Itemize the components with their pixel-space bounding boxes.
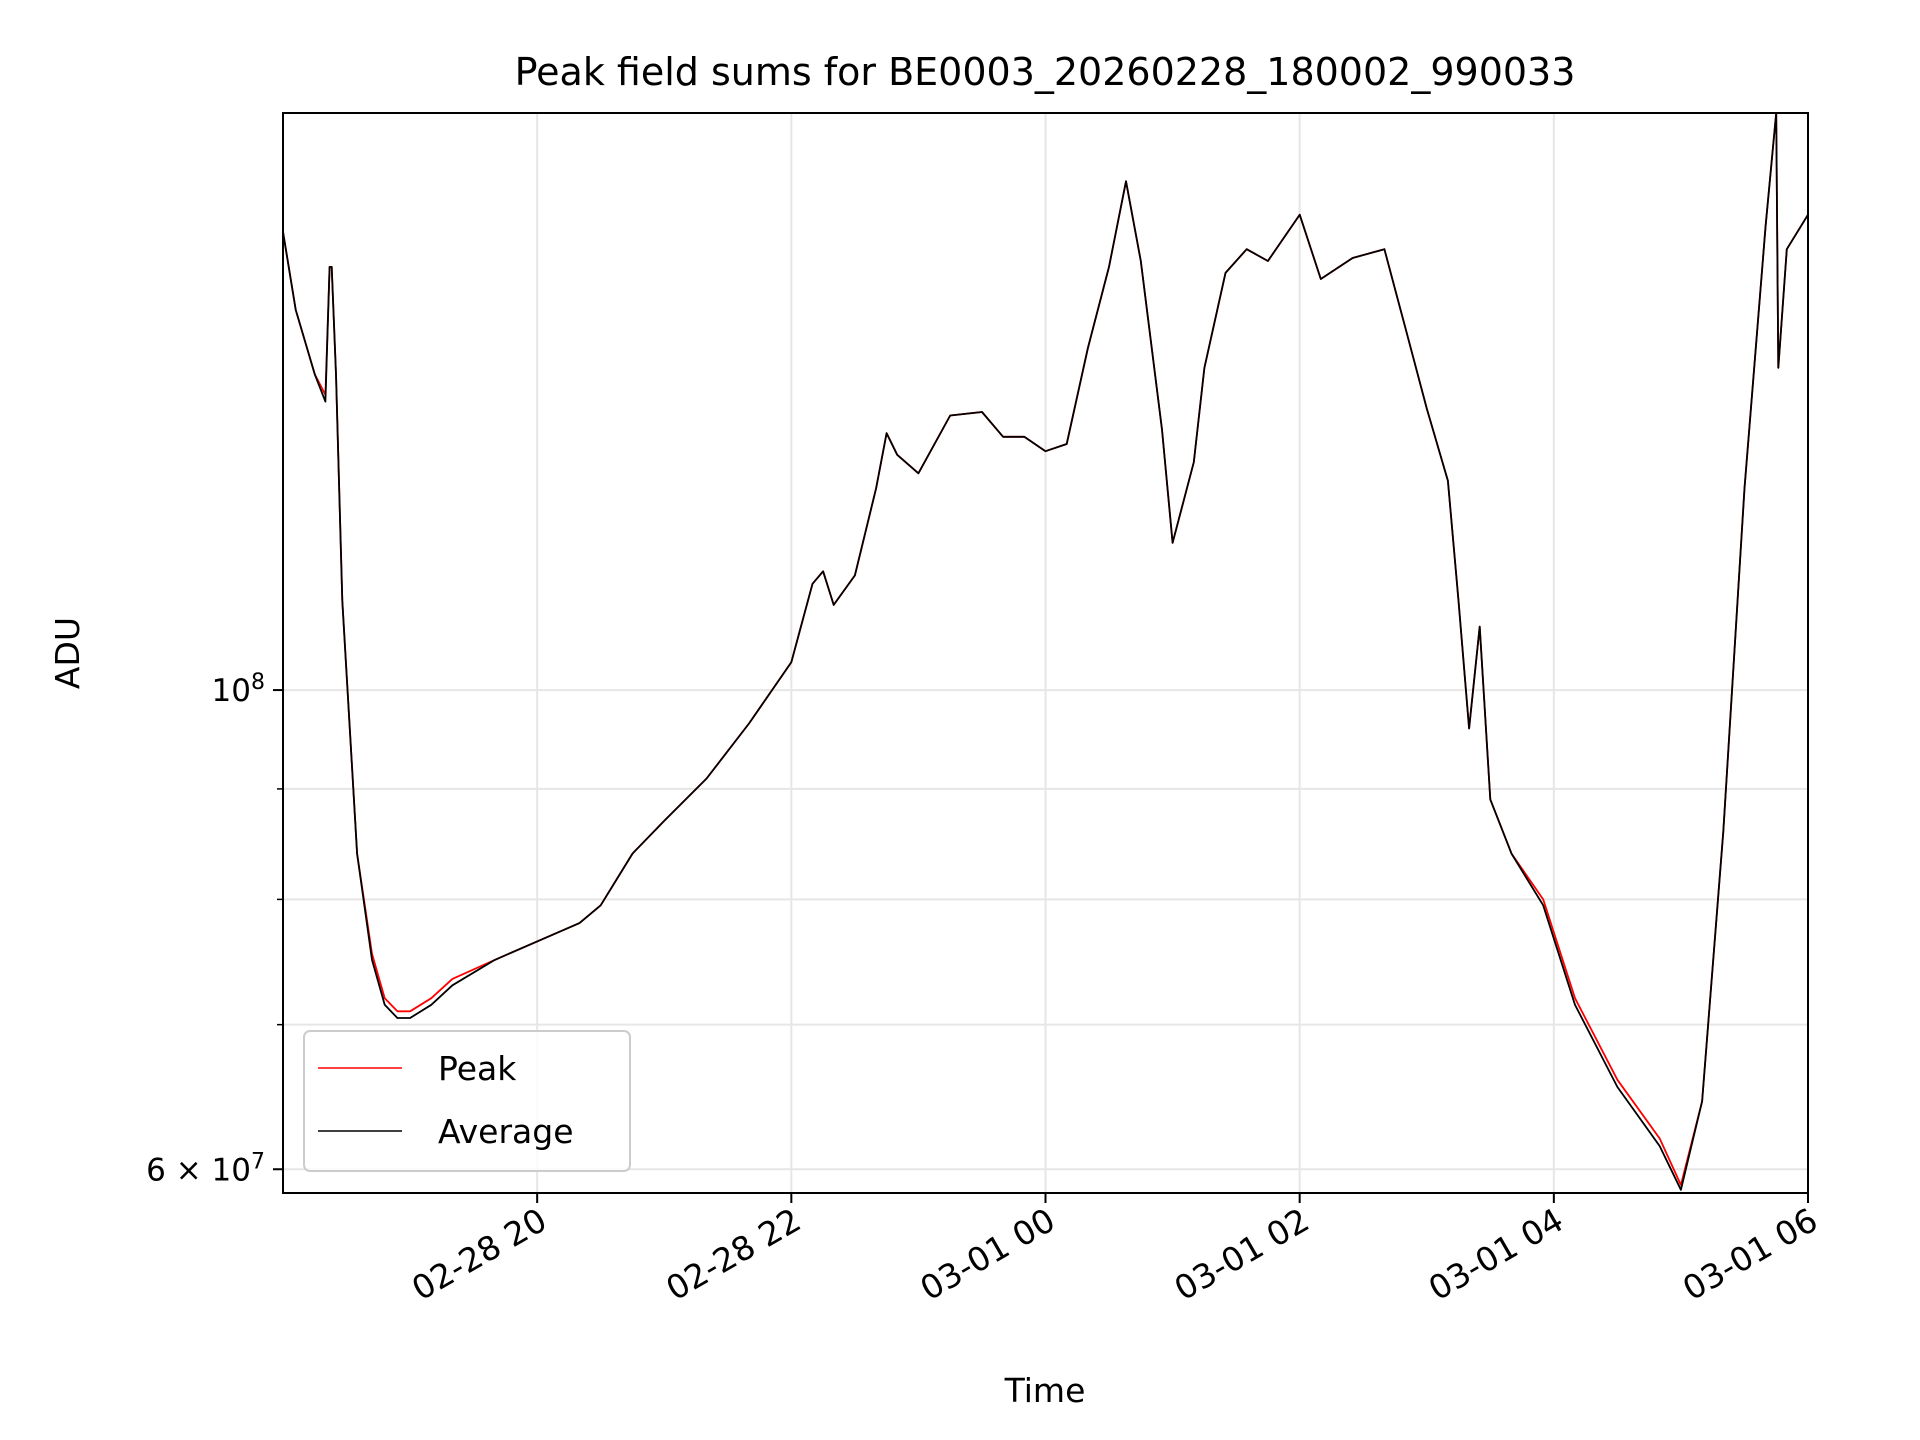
y-tick-label: 108 xyxy=(212,670,265,710)
y-axis-ticks: 108 6 × 107 xyxy=(146,670,283,1189)
legend: Peak Average xyxy=(303,1030,631,1172)
x-axis-label: Time xyxy=(1004,1371,1086,1410)
series-line-average xyxy=(283,113,1808,1191)
chart-title: Peak field sums for BE0003_20260228_1800… xyxy=(515,50,1576,94)
legend-label-peak: Peak xyxy=(438,1049,517,1088)
y-tick-label: 6 × 107 xyxy=(146,1149,265,1189)
plot-series xyxy=(283,113,1808,1191)
y-axis-label: ADU xyxy=(48,617,87,689)
legend-box xyxy=(303,1030,631,1172)
legend-label-average: Average xyxy=(438,1112,574,1151)
